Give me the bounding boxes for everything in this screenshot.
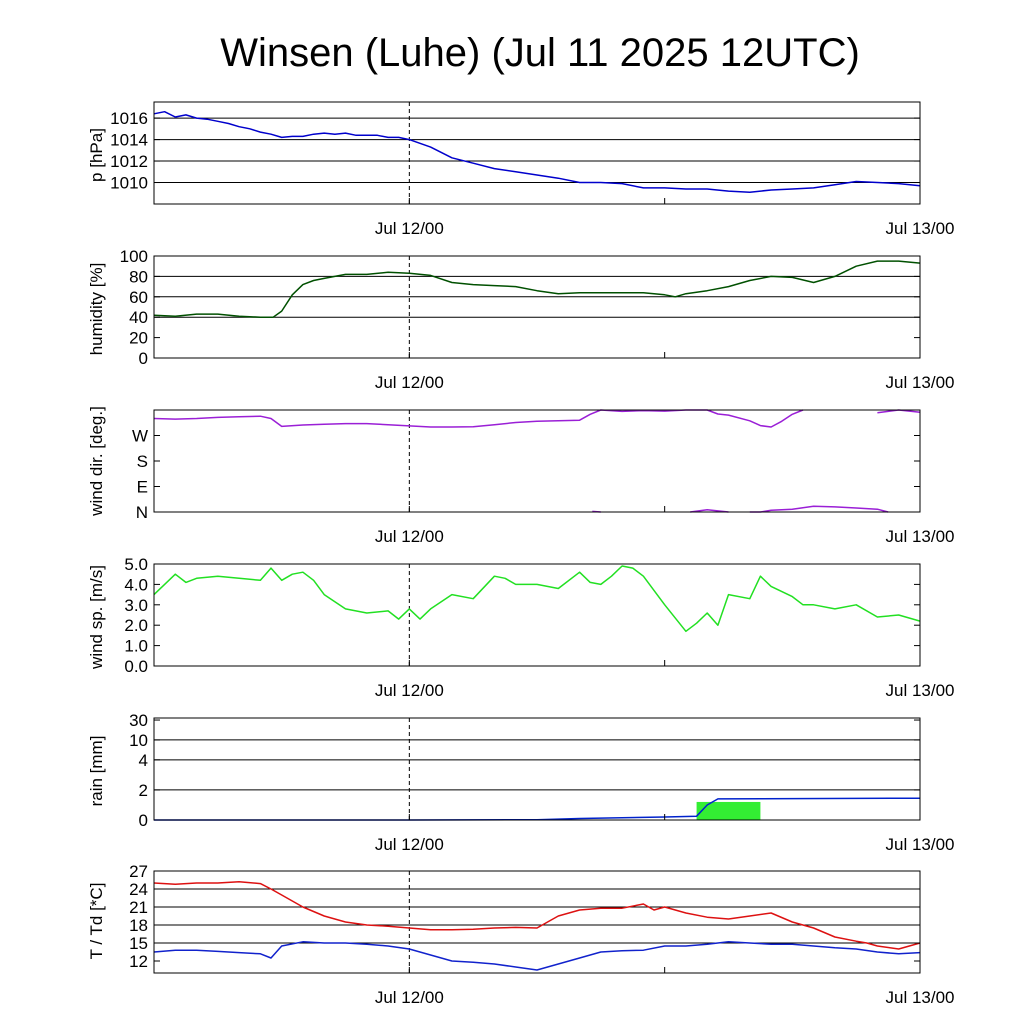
plot-frame [153,255,921,359]
plot-frame [153,563,921,667]
y-tick-label: 21 [129,898,148,917]
y-tick-label: 5.0 [124,555,148,574]
y-tick-label: 40 [129,308,148,327]
y-axis-label: humidity [%] [87,263,106,356]
y-tick-label: W [132,427,148,446]
y-tick-label: 30 [129,711,148,730]
series-wind_speed-0 [153,565,921,633]
y-tick-label: 27 [129,862,148,881]
y-tick-label: 0 [139,349,148,368]
x-tick-label: Jul 12/00 [375,988,444,1007]
chart-title: Winsen (Luhe) (Jul 11 2025 12UTC) [220,31,860,75]
y-axis-label: wind dir. [deg.] [87,406,106,517]
panel-pressure: 1010 1012 1014 1016 Jul 12/00 Jul 13/00 p [hPa… [87,101,955,238]
x-tick-label: Jul 12/00 [375,527,444,546]
series-dewpoint-1 [153,941,921,971]
x-tick-label: Jul 13/00 [886,373,955,392]
y-tick-label: 60 [129,288,148,307]
x-tick-label: Jul 12/00 [375,835,444,854]
y-tick-label: 4.0 [124,575,148,594]
plot-frame [153,870,921,974]
y-axis-label: rain [mm] [87,736,106,807]
series-humidity-0 [153,260,921,318]
panel-wind_speed: 0.01.0 2.03.0 4.05.0 Jul 12/00 Jul 13/00 wind… [87,555,955,700]
x-tick-label: Jul 12/00 [375,219,444,238]
y-tick-label: 80 [129,267,148,286]
y-tick-label: 1012 [110,152,148,171]
y-tick-label: 1014 [110,131,148,150]
series-pressure-0 [153,110,921,193]
y-axis-label: wind sp. [m/s] [87,565,106,670]
y-tick-label: 18 [129,916,148,935]
plot-frame [153,717,921,821]
y-tick-label: 0.0 [124,657,148,676]
y-tick-label: 12 [129,952,148,971]
y-tick-label: 1010 [110,174,148,193]
y-tick-label: 20 [129,329,148,348]
y-tick-label: 2 [139,781,148,800]
series-wind_dir-4 [749,505,889,513]
y-tick-label: 4 [139,751,148,770]
y-axis-label: T / Td [*C] [87,883,106,960]
y-tick-label: 0 [139,811,148,830]
y-tick-label: 3.0 [124,596,148,615]
y-tick-label: 2.0 [124,616,148,635]
series-temperature-0 [153,881,921,950]
x-tick-label: Jul 13/00 [886,835,955,854]
x-tick-label: Jul 13/00 [886,988,955,1007]
y-axis-label: p [hPa] [87,128,106,182]
y-tick-label: E [137,478,148,497]
y-tick-label: 100 [120,247,148,266]
series-wind_dir-3 [690,508,729,513]
x-tick-label: Jul 12/00 [375,681,444,700]
y-tick-label: 1.0 [124,637,148,656]
y-tick-label: 24 [129,880,148,899]
y-tick-label: 15 [129,934,148,953]
y-tick-label: 10 [129,731,148,750]
y-tick-label: N [136,503,148,522]
x-tick-label: Jul 13/00 [886,681,955,700]
y-tick-label: 1016 [110,109,148,128]
rain-bar [696,801,761,820]
series-wind_dir-0 [153,409,804,428]
x-tick-label: Jul 13/00 [886,527,955,546]
plot-frame [153,101,921,205]
x-tick-label: Jul 12/00 [375,373,444,392]
y-tick-label: S [137,452,148,471]
x-tick-label: Jul 13/00 [886,219,955,238]
